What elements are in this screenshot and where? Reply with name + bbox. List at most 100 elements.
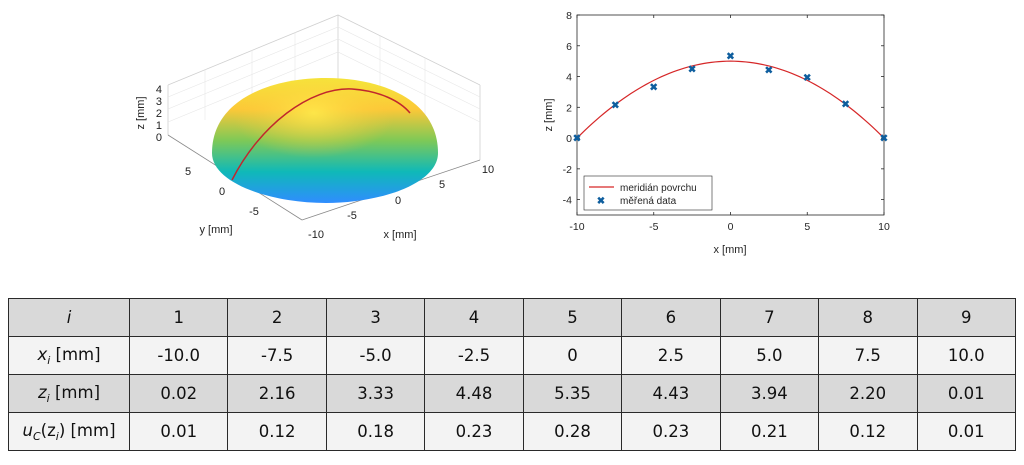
x-tick-label: -5 bbox=[649, 221, 658, 233]
table-cell: 0.12 bbox=[227, 412, 327, 451]
y-tick-labels: -4 -2 0 2 4 6 8 bbox=[563, 10, 573, 207]
z-tick-2: 2 bbox=[156, 108, 162, 120]
y-tick-label: -2 bbox=[563, 164, 572, 176]
legend: meridián povrchu ✖ měřená data bbox=[583, 175, 713, 211]
y-tick-label: 0 bbox=[566, 133, 572, 145]
y-tick-0: 0 bbox=[219, 186, 225, 198]
x-tick-10: 10 bbox=[482, 164, 494, 176]
table-cell: 0.28 bbox=[522, 412, 623, 451]
z-tick-4: 4 bbox=[156, 84, 162, 96]
x-tick-label: 10 bbox=[878, 221, 890, 233]
x-axis-label: x [mm] bbox=[384, 229, 417, 241]
y-tick-labels: 5 0 -5 bbox=[185, 166, 259, 218]
table-cell: 0 bbox=[522, 336, 623, 375]
y-axis-label: y [mm] bbox=[200, 224, 233, 236]
y-tick-5: 5 bbox=[185, 166, 191, 178]
table-cell: 3.94 bbox=[719, 374, 820, 413]
table-cell: -5.0 bbox=[325, 336, 426, 375]
row-label-u: uC(zi) [mm] bbox=[8, 412, 130, 451]
ticks-group bbox=[576, 14, 885, 215]
legend-marker-swatch: ✖ bbox=[597, 196, 605, 207]
scatter-point: ✖ bbox=[765, 65, 773, 76]
meridian-curve-3d bbox=[231, 88, 411, 181]
table-cell: 7.5 bbox=[818, 336, 918, 375]
table-cell: 4.48 bbox=[424, 374, 524, 413]
table-cell: 9 bbox=[916, 298, 1016, 337]
row-label-z: zi [mm] bbox=[8, 374, 130, 413]
table-cell: 7 bbox=[719, 298, 820, 337]
table-cell: 0.12 bbox=[818, 412, 918, 451]
x-tick-neg10: -10 bbox=[308, 229, 324, 241]
x-tick-5: 5 bbox=[439, 179, 445, 191]
scatter-point: ✖ bbox=[688, 65, 696, 76]
x-tick-neg5: -5 bbox=[347, 210, 357, 222]
z-tick-1: 1 bbox=[156, 120, 162, 132]
table-cell: 0.01 bbox=[916, 374, 1016, 413]
y-tick-label: 6 bbox=[566, 41, 572, 53]
x-tick-labels: -10 -5 0 5 10 bbox=[569, 221, 890, 233]
table-cell: 0.02 bbox=[128, 374, 229, 413]
table-cell: 0.18 bbox=[325, 412, 426, 451]
scatter-point: ✖ bbox=[611, 100, 619, 111]
table-cell: 1 bbox=[128, 298, 229, 337]
x-tick-0: 0 bbox=[395, 195, 401, 207]
x-tick-label: -10 bbox=[569, 221, 584, 233]
y-tick-label: 8 bbox=[566, 10, 572, 22]
scatter-point: ✖ bbox=[650, 82, 658, 93]
row-label-i: i bbox=[8, 298, 130, 337]
z-tick-labels: 4 3 2 1 0 bbox=[156, 84, 162, 144]
z-axis-label: z [mm] bbox=[135, 97, 147, 130]
table-cell: 2.16 bbox=[227, 374, 327, 413]
scatter-point: ✖ bbox=[880, 133, 888, 144]
table-cell: 3.33 bbox=[325, 374, 426, 413]
measurement-table: i 1 2 3 4 5 6 7 8 9 xi [mm] -10.0 -7.5 -… bbox=[8, 298, 1016, 451]
table-cell: 0.23 bbox=[424, 412, 524, 451]
table-cell: 2.5 bbox=[621, 336, 721, 375]
table-cell: 2.20 bbox=[818, 374, 918, 413]
table-cell: 6 bbox=[621, 298, 721, 337]
scatter-point: ✖ bbox=[573, 133, 581, 144]
legend-label-measured: měřená data bbox=[620, 196, 677, 207]
table-cell: 8 bbox=[818, 298, 918, 337]
z-tick-0: 0 bbox=[156, 132, 162, 144]
scatter-point: ✖ bbox=[803, 73, 811, 84]
grid-lines bbox=[167, 26, 481, 133]
table-cell: 0.01 bbox=[128, 412, 229, 451]
scatter-series: ✖ ✖ ✖ ✖ ✖ ✖ ✖ ✖ ✖ bbox=[573, 51, 888, 144]
scatter-point: ✖ bbox=[841, 100, 849, 111]
table-cell: 0.01 bbox=[916, 412, 1016, 451]
scatter-point: ✖ bbox=[726, 51, 734, 62]
meridian-line bbox=[576, 60, 885, 139]
y-tick-label: 4 bbox=[566, 72, 572, 84]
y-tick-label: 2 bbox=[566, 102, 572, 114]
y-tick-label: -4 bbox=[563, 195, 572, 207]
table-row-z: zi [mm] 0.02 2.16 3.33 4.48 5.35 4.43 3.… bbox=[8, 374, 1016, 413]
table-cell: -2.5 bbox=[424, 336, 524, 375]
table-cell: 4 bbox=[424, 298, 524, 337]
table-cell: 2 bbox=[227, 298, 327, 337]
z-tick-3: 3 bbox=[156, 96, 162, 108]
table-row-x: xi [mm] -10.0 -7.5 -5.0 -2.5 0 2.5 5.0 7… bbox=[8, 336, 1016, 375]
table-cell: 5 bbox=[522, 298, 623, 337]
table-cell: -10.0 bbox=[128, 336, 229, 375]
x-axis-label: x [mm] bbox=[714, 244, 747, 256]
table-cell: 4.43 bbox=[621, 374, 721, 413]
x-tick-label: 0 bbox=[728, 221, 734, 233]
dome-highlight bbox=[212, 78, 438, 203]
table-cell: -7.5 bbox=[227, 336, 327, 375]
table-cell: 10.0 bbox=[916, 336, 1016, 375]
meridian-line-chart: ✖ ✖ ✖ ✖ ✖ ✖ ✖ ✖ ✖ -10 -5 0 5 10 -4 -2 0 2 4 6 8 x [mm] z [… bbox=[543, 10, 890, 256]
x-tick-labels: 10 5 0 -5 -10 bbox=[308, 164, 494, 241]
table-row-index: i 1 2 3 4 5 6 7 8 9 bbox=[8, 298, 1016, 337]
surface-plot-3d: 4 3 2 1 0 z [mm] 5 0 -5 y [mm] 10 5 0 -5… bbox=[135, 14, 494, 241]
y-axis-label: z [mm] bbox=[543, 99, 555, 132]
table-cell: 0.21 bbox=[719, 412, 820, 451]
y-tick-neg5: -5 bbox=[249, 206, 259, 218]
table-cell: 3 bbox=[325, 298, 426, 337]
table-cell: 0.23 bbox=[621, 412, 721, 451]
row-label-x: xi [mm] bbox=[8, 336, 130, 375]
legend-box bbox=[583, 175, 713, 211]
table-row-uncertainty: uC(zi) [mm] 0.01 0.12 0.18 0.23 0.28 0.2… bbox=[8, 412, 1016, 451]
x-tick-label: 5 bbox=[804, 221, 810, 233]
table-cell: 5.35 bbox=[522, 374, 623, 413]
